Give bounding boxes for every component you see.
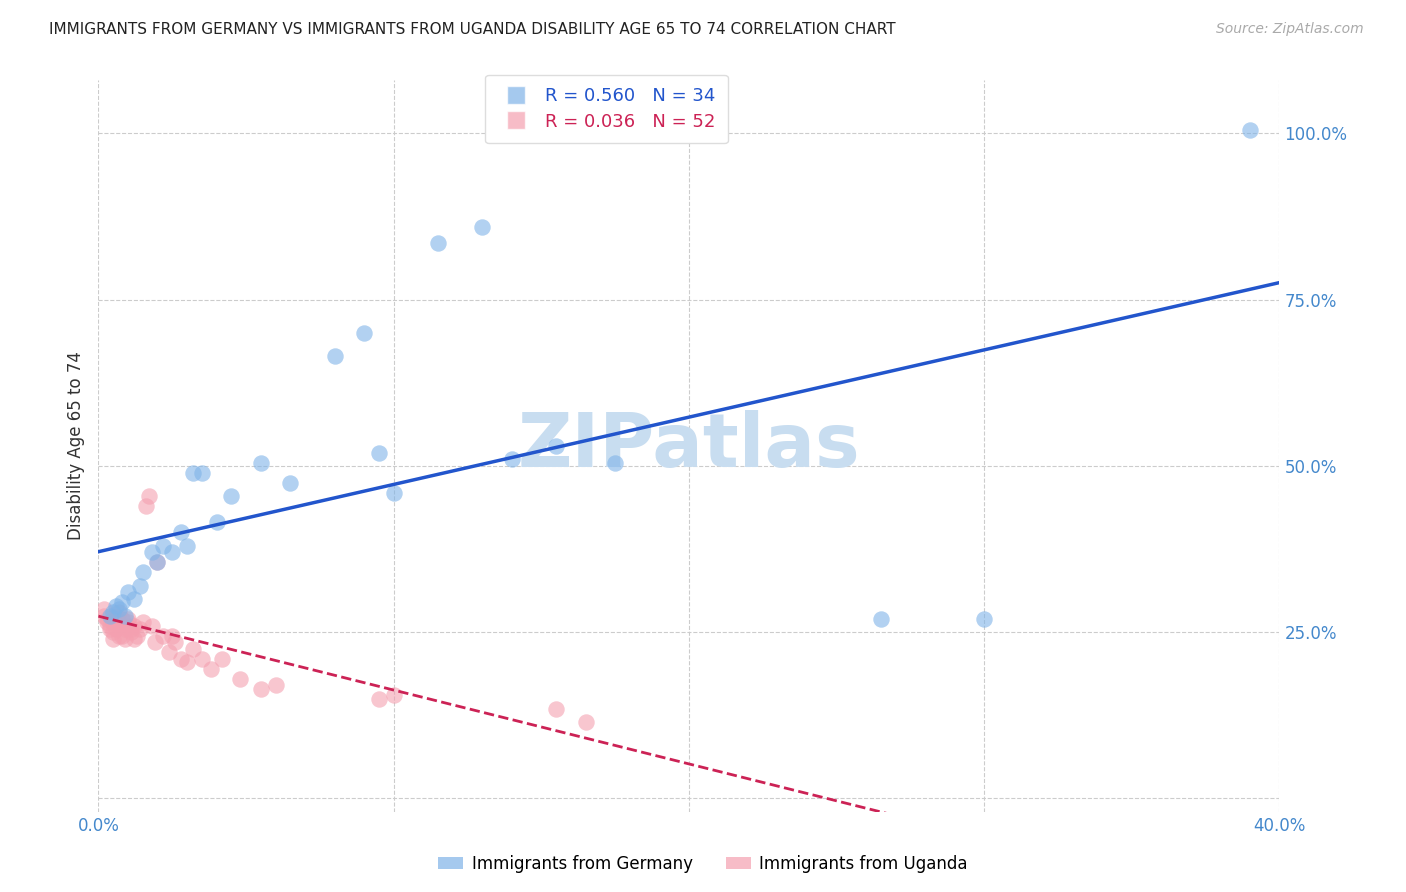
Point [205, 516, 228, 530]
Point [605, 456, 627, 470]
Point [368, 445, 391, 459]
Point [353, 326, 375, 340]
Point [120, 622, 142, 636]
Point [122, 591, 145, 606]
Point [191, 466, 214, 480]
Point [280, 475, 302, 490]
Point [141, 618, 163, 632]
Point [117, 585, 139, 599]
Point [103, 625, 125, 640]
Point [200, 662, 222, 676]
Point [120, 625, 142, 640]
Point [250, 456, 273, 470]
Point [111, 618, 134, 632]
Legend: R = 0.560   N = 34, R = 0.036   N = 52: R = 0.560 N = 34, R = 0.036 N = 52 [485, 75, 727, 144]
Point [103, 615, 125, 630]
Point [250, 681, 273, 696]
Point [170, 652, 193, 666]
Point [170, 525, 193, 540]
Point [93, 608, 115, 623]
Point [181, 641, 204, 656]
Point [501, 452, 523, 467]
Point [103, 605, 125, 619]
Point [105, 612, 128, 626]
Point [105, 599, 128, 613]
Point [211, 652, 233, 666]
Point [427, 236, 450, 251]
Point [103, 632, 125, 646]
Point [138, 489, 160, 503]
Point [162, 628, 183, 642]
Point [111, 595, 134, 609]
Point [176, 539, 198, 553]
Point [93, 602, 115, 616]
Point [323, 349, 346, 363]
Point [128, 579, 150, 593]
Point [98, 618, 121, 632]
Point [132, 566, 155, 580]
Point [98, 622, 121, 636]
Point [114, 608, 136, 623]
Point [229, 672, 252, 686]
Point [114, 632, 136, 646]
Point [162, 545, 183, 559]
Point [111, 612, 134, 626]
Point [108, 615, 131, 630]
Point [152, 539, 174, 553]
Point [96, 612, 118, 626]
Point [546, 701, 568, 715]
Point [96, 615, 118, 630]
Point [368, 691, 391, 706]
Point [191, 652, 214, 666]
Point [546, 439, 568, 453]
Y-axis label: Disability Age 65 to 74: Disability Age 65 to 74 [66, 351, 84, 541]
Point [122, 618, 145, 632]
Point [105, 608, 128, 623]
Point [98, 608, 121, 623]
Point [108, 605, 131, 619]
Point [117, 615, 139, 630]
Point [117, 618, 139, 632]
Point [181, 466, 204, 480]
Point [165, 635, 187, 649]
Point [111, 628, 134, 642]
Point [141, 545, 163, 559]
Point [152, 628, 174, 642]
Point [382, 485, 405, 500]
Point [870, 612, 893, 626]
Point [176, 655, 198, 669]
Point [108, 602, 131, 616]
Point [135, 499, 157, 513]
Point [122, 632, 145, 646]
Point [143, 635, 166, 649]
Point [132, 615, 155, 630]
Point [221, 489, 243, 503]
Legend: Immigrants from Germany, Immigrants from Uganda: Immigrants from Germany, Immigrants from… [432, 848, 974, 880]
Point [146, 555, 169, 569]
Point [1239, 123, 1261, 137]
Point [146, 555, 169, 569]
Point [157, 645, 180, 659]
Text: ZIPatlas: ZIPatlas [517, 409, 860, 483]
Point [108, 628, 131, 642]
Point [114, 622, 136, 636]
Point [973, 612, 995, 626]
Point [264, 678, 287, 692]
Point [105, 622, 128, 636]
Point [125, 628, 148, 642]
Point [117, 612, 139, 626]
Point [382, 689, 405, 703]
Point [575, 714, 598, 729]
Point [128, 622, 150, 636]
Text: IMMIGRANTS FROM GERMANY VS IMMIGRANTS FROM UGANDA DISABILITY AGE 65 TO 74 CORREL: IMMIGRANTS FROM GERMANY VS IMMIGRANTS FR… [49, 22, 896, 37]
Text: Source: ZipAtlas.com: Source: ZipAtlas.com [1216, 22, 1364, 37]
Point [471, 219, 494, 234]
